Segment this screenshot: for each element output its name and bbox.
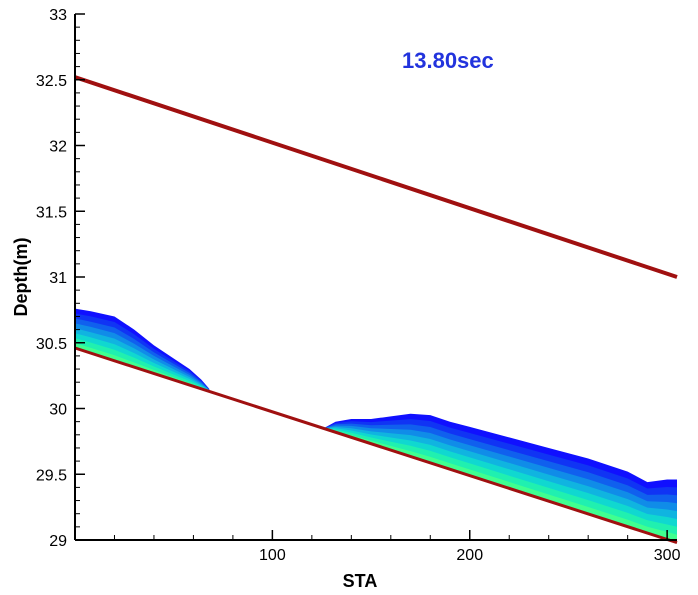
x-tick-label: 200 — [456, 547, 483, 564]
upper-line — [74, 75, 678, 279]
y-tick-label: 29 — [49, 533, 67, 550]
y-tick-label: 29.5 — [36, 467, 67, 484]
y-tick-label: 33 — [49, 7, 67, 24]
y-tick-label: 32 — [49, 139, 67, 156]
y-tick-label: 31.5 — [36, 204, 67, 221]
y-tick-label: 30 — [49, 402, 67, 419]
lower-line — [74, 346, 678, 545]
time-label: 13.80sec — [402, 48, 494, 73]
y-axis-title: Depth(m) — [11, 238, 31, 317]
y-tick-label: 31 — [49, 270, 67, 287]
series-lines — [74, 75, 678, 545]
y-tick-label: 30.5 — [36, 336, 67, 353]
x-tick-label: 300 — [654, 547, 681, 564]
ticks: 29 29.5 30 30.5 31 31.5 32 32.5 33 100 200 300 — [36, 7, 681, 564]
y-tick-label: 32.5 — [36, 73, 67, 90]
x-axis-title: STA — [343, 571, 378, 591]
water-depth-bands — [75, 308, 677, 543]
x-tick-label: 100 — [259, 547, 286, 564]
